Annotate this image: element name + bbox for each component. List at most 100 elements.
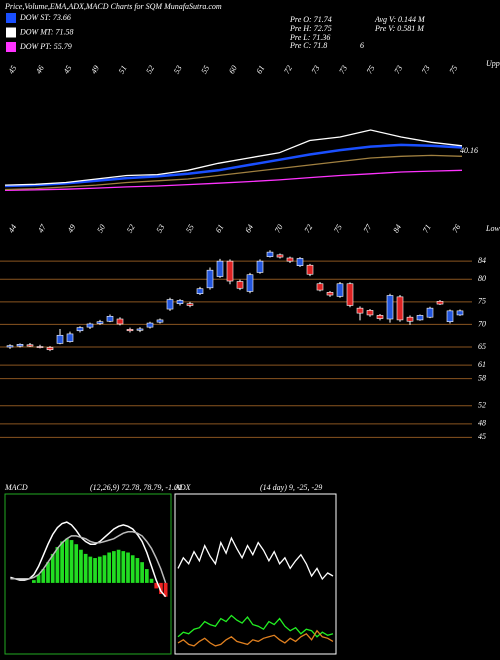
- candle-body: [426, 307, 434, 318]
- legend-label: DOW ST: 73.66: [19, 13, 71, 22]
- top-label: 71: [421, 223, 433, 234]
- candle-body: [126, 329, 134, 332]
- top-label: 64: [243, 223, 255, 234]
- info: Avg V: 0.144 M: [374, 15, 426, 24]
- top-label: 73: [420, 64, 432, 75]
- candle-body: [216, 260, 224, 277]
- histogram-bar: [97, 556, 102, 583]
- candle-body: [76, 327, 84, 332]
- candle-body: [366, 310, 374, 316]
- candle-body: [166, 299, 174, 310]
- candle-body: [56, 334, 64, 344]
- candle-body: [226, 260, 234, 282]
- histogram-bar: [116, 549, 121, 583]
- histogram-bar: [74, 544, 79, 583]
- top-label: 61: [214, 223, 226, 234]
- candle-body: [306, 264, 314, 275]
- candle-body: [116, 318, 124, 325]
- y-tick-label: 75: [478, 297, 486, 306]
- legend-swatch: [6, 42, 16, 52]
- series-line: [4, 154, 463, 191]
- candle-body: [326, 292, 334, 296]
- histogram-bar: [130, 555, 135, 583]
- side-label: Upper: [486, 59, 500, 68]
- top-label: 61: [255, 64, 267, 75]
- top-label: 45: [62, 64, 74, 75]
- legend-swatch: [6, 27, 16, 38]
- candle-body: [86, 323, 94, 328]
- candle-body: [276, 254, 284, 258]
- top-label: 73: [337, 64, 349, 75]
- top-label: 73: [392, 64, 404, 75]
- top-label: 70: [273, 223, 285, 234]
- series-line: [4, 169, 463, 192]
- top-label: 53: [155, 223, 167, 234]
- top-label: 49: [66, 223, 78, 234]
- top-label: 49: [89, 64, 101, 75]
- y-tick-label: 45: [478, 432, 486, 441]
- top-label: 45: [7, 64, 19, 75]
- legend-label: DOW PT: 55.79: [19, 42, 72, 51]
- annotation: 40.16: [460, 146, 478, 155]
- candle-body: [436, 301, 444, 305]
- histogram-bar: [102, 555, 107, 583]
- histogram-bar: [83, 553, 88, 583]
- y-tick-label: 58: [478, 373, 486, 382]
- series-line: [10, 531, 167, 584]
- candle-body: [136, 328, 144, 331]
- candle-body: [246, 274, 254, 292]
- top-label: 53: [172, 64, 184, 75]
- info: Pre C: 71.8: [289, 41, 327, 50]
- y-tick-label: 52: [478, 401, 486, 410]
- histogram-bar: [135, 558, 140, 583]
- candle-body: [316, 283, 324, 291]
- candle-body: [106, 315, 114, 322]
- top-label: 47: [36, 222, 48, 234]
- top-label: 52: [144, 64, 156, 75]
- panel-frame: [174, 493, 337, 655]
- candle-body: [256, 260, 264, 273]
- info: Pre H: 72.75: [289, 24, 332, 33]
- top-label: 75: [365, 64, 377, 75]
- side-label: Lower: [485, 224, 500, 233]
- panel-title: ADX: [174, 483, 192, 492]
- top-label: 55: [184, 223, 196, 234]
- histogram-bar: [64, 538, 69, 583]
- histogram-bar: [112, 551, 116, 583]
- top-label: 52: [125, 223, 137, 234]
- histogram-bar: [88, 556, 93, 583]
- histogram-bar: [55, 546, 60, 583]
- top-label: 76: [451, 223, 463, 234]
- page-title: Price,Volume,EMA,ADX,MACD Charts for SQM…: [4, 2, 222, 11]
- top-label: 72: [303, 223, 315, 234]
- histogram-bar: [121, 551, 126, 583]
- candle-body: [446, 310, 454, 323]
- top-label: 77: [362, 222, 374, 234]
- top-label: 84: [391, 223, 403, 234]
- candle-body: [176, 300, 184, 304]
- candle-body: [6, 345, 14, 348]
- candle-body: [36, 346, 44, 348]
- panel-title: MACD: [4, 483, 28, 492]
- candle-body: [156, 319, 164, 323]
- candle-body: [296, 258, 304, 266]
- top-label: 75: [448, 64, 460, 75]
- series-line: [4, 129, 463, 186]
- histogram-bar: [149, 578, 154, 583]
- candle-body: [336, 283, 344, 297]
- top-label: 72: [282, 64, 294, 75]
- candle-body: [356, 307, 364, 314]
- candle-body: [346, 283, 354, 306]
- candle-body: [266, 251, 274, 257]
- info: Pre O: 71.74: [289, 15, 332, 24]
- histogram-bar: [79, 549, 83, 583]
- histogram-bar: [36, 574, 41, 583]
- histogram-bar: [126, 552, 130, 583]
- top-label: 51: [117, 64, 129, 75]
- series-line: [10, 521, 167, 598]
- candle-body: [406, 316, 414, 322]
- top-label: 50: [95, 223, 107, 234]
- histogram-bar: [69, 540, 74, 583]
- candle-body: [456, 310, 464, 316]
- candle-body: [206, 269, 214, 289]
